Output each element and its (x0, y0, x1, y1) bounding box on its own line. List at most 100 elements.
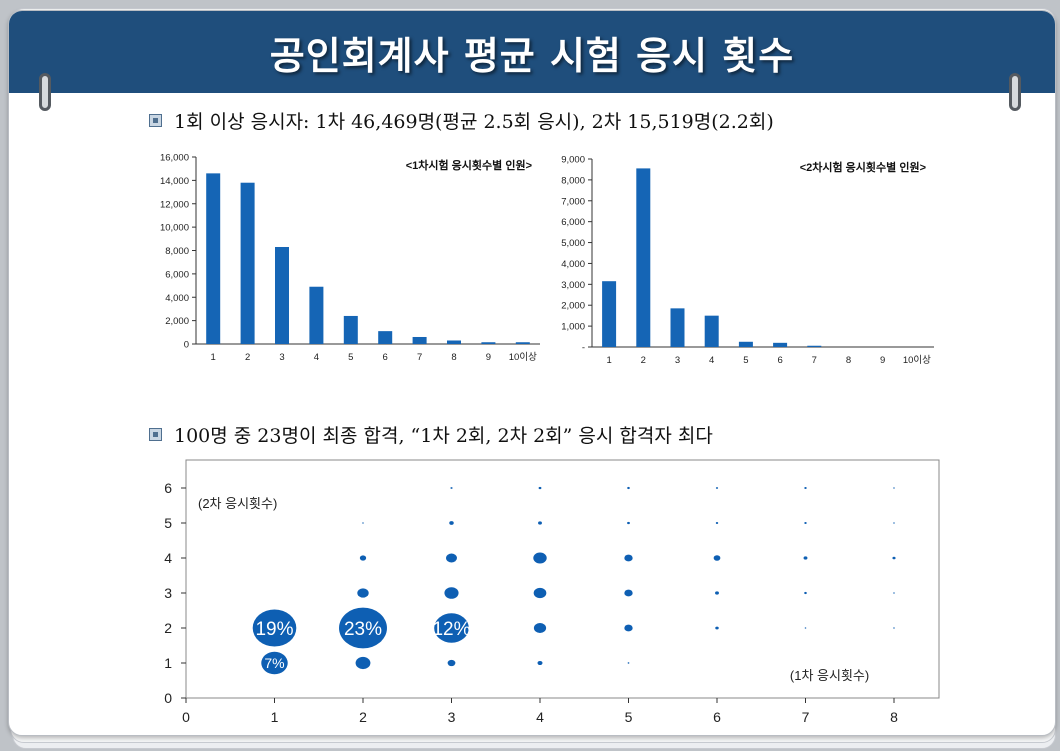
bubble-label: 19% (255, 619, 293, 640)
x-tick-label: 3 (448, 709, 456, 725)
bar-3 (670, 308, 685, 347)
bar-7 (807, 345, 822, 347)
section1-heading: 1회 이상 응시자: 1차 46,469명(평균 2.5회 응시), 2차 15… (149, 107, 774, 134)
bubble-point (893, 627, 895, 629)
bubble-point (446, 553, 457, 563)
bubble-point (261, 651, 288, 675)
bar-6 (378, 331, 393, 344)
x-tick-label: 4 (709, 355, 714, 366)
y-tick-label: 3 (164, 585, 172, 601)
x-tick-label: 6 (777, 355, 782, 366)
bar-1 (602, 281, 617, 347)
bubble-point (804, 627, 807, 629)
y-tick-label: 6,000 (561, 217, 585, 228)
x-tick-label: 8 (846, 355, 851, 366)
y-tick-label: 2,000 (561, 301, 585, 312)
x-tick-label: 0 (182, 709, 190, 725)
x-tick-label: 4 (314, 352, 319, 363)
y-tick-label: 5,000 (561, 238, 585, 249)
x-tick-label: 10이상 (903, 355, 931, 366)
bar-2 (240, 182, 255, 344)
x-tick-label: 6 (713, 709, 721, 725)
y-axis-title: (2차 응시횟수) (198, 496, 277, 511)
y-tick-label: 1,000 (561, 322, 585, 333)
bubble-point (533, 552, 547, 564)
bubble-point (627, 521, 630, 525)
bubble-point (715, 521, 719, 525)
bubble-point (803, 556, 808, 560)
x-tick-label: 10이상 (509, 352, 537, 363)
square-bullet-icon (149, 114, 162, 127)
bubble-label: 12% (432, 619, 470, 640)
bubble-point (715, 487, 719, 489)
x-tick-label: 9 (486, 352, 491, 363)
y-tick-label: - (582, 343, 585, 354)
bubble-point (624, 624, 633, 632)
y-tick-label: 2,000 (165, 316, 189, 327)
section2-heading: 100명 중 23명이 최종 합격, “1차 2회, 2차 2회” 응시 합격자… (149, 421, 713, 448)
first-exam-bar-chart: <1차시험 응시횟수별 인원> 0 2,000 4,000 6,000 8,000 10,0… (160, 153, 540, 363)
y-tick-label: 4,000 (561, 259, 585, 270)
x-tick-label: 3 (279, 352, 284, 363)
y-tick-label: 12,000 (160, 199, 189, 210)
y-tick-label: 8,000 (561, 175, 585, 186)
bubble-point (893, 522, 895, 524)
x-tick-label: 5 (743, 355, 748, 366)
x-tick-label: 4 (536, 709, 544, 725)
y-tick-label: 4,000 (165, 293, 189, 304)
bubble-point (715, 626, 719, 630)
section2-text: 100명 중 23명이 최종 합격, “1차 2회, 2차 2회” 응시 합격자… (174, 425, 713, 447)
bubble-point (533, 622, 547, 634)
y-tick-label: 16,000 (160, 153, 189, 164)
y-tick-label: 8,000 (165, 246, 189, 257)
page-title: 공인회계사 평균 시험 응시 횟수 (269, 33, 795, 78)
y-tick-label: 2 (164, 620, 172, 636)
bar-8 (447, 340, 461, 344)
x-tick-label: 2 (641, 355, 646, 366)
y-tick-label: 0 (164, 690, 172, 706)
x-tick-label: 8 (451, 352, 456, 363)
x-tick-label: 5 (625, 709, 633, 725)
bar-2 (636, 168, 651, 347)
x-tick-label: 7 (812, 355, 817, 366)
y-tick-label: 6 (164, 480, 172, 496)
x-tick-label: 2 (245, 352, 250, 363)
bar-5 (738, 341, 753, 347)
bubble-point (804, 521, 807, 525)
bubble-point (339, 607, 387, 649)
bubble-point (444, 587, 459, 599)
bubble-label: 7% (264, 655, 284, 671)
bar-7 (412, 336, 427, 344)
bar-4 (704, 315, 719, 347)
bubble-point (804, 591, 807, 595)
bubble-point (355, 656, 371, 670)
x-tick-label: 2 (359, 709, 367, 725)
bubble-point (434, 613, 469, 643)
y-tick-label: 3,000 (561, 280, 585, 291)
bubble-chart: 0 1 2 3 4 5 6 7 8 0 1 2 3 4 5 6 (2차 응시횟수) (1차 응시횟수) 19% 7% 2… (164, 459, 940, 725)
chart-title: <2차시험 응시횟수별 인원> (800, 160, 926, 174)
bar-4 (309, 286, 324, 344)
bubble-point (893, 487, 895, 489)
bar-10이상 (515, 342, 530, 344)
bar-3 (275, 246, 289, 344)
bubble-label: 23% (344, 619, 382, 640)
x-tick-label: 7 (802, 709, 810, 725)
second-exam-bar-chart: <2차시험 응시횟수별 인원> - 1,000 2,000 3,000 4,000 5,00… (561, 155, 934, 366)
bubble-point (624, 589, 633, 597)
y-tick-label: 14,000 (160, 176, 189, 187)
bubble-point (627, 662, 630, 664)
x-tick-label: 1 (606, 355, 611, 366)
square-bullet-icon (149, 428, 162, 441)
x-tick-label: 5 (348, 352, 353, 363)
bubble-point (624, 554, 633, 562)
bubble-point (804, 486, 807, 490)
x-tick-label: 1 (271, 709, 279, 725)
y-tick-label: 10,000 (160, 223, 189, 234)
y-tick-label: 5 (164, 515, 172, 531)
x-tick-label: 9 (880, 355, 885, 366)
bar-6 (773, 342, 788, 347)
x-tick-label: 6 (383, 352, 388, 363)
binder-ring-icon (39, 73, 51, 111)
header-bar: 공인회계사 평균 시험 응시 횟수 (9, 11, 1055, 93)
